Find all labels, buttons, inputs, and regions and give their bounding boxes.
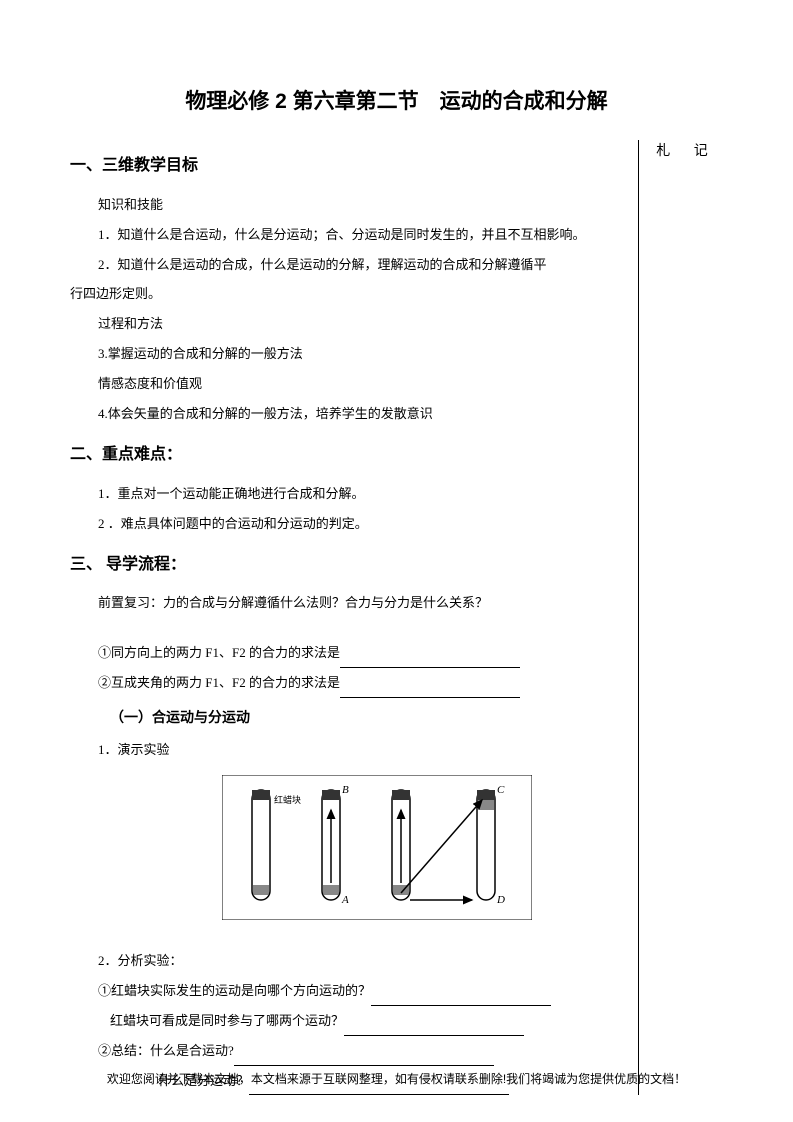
exp1: 1．演示实验 [70,735,623,765]
tube-1: 红蜡块 [252,790,301,900]
analysis2-text: 红蜡块可看成是同时参与了哪两个运动？ [110,1013,344,1028]
analysis3-text: ②总结：什么是合运动? [98,1043,234,1058]
wax-label: 红蜡块 [274,794,301,805]
main-content: 一、三维教学目标 知识和技能 1．知道什么是合运动，什么是分运动；合、分运动是同… [70,140,638,1095]
section-2-heading: 二、重点难点： [70,437,623,474]
s1-item2a: 2．知道什么是运动的合成，什么是运动的分解，理解运动的合成和分解遵循平 [70,250,623,280]
label-d: D [496,894,505,906]
q2: ②互成夹角的两力 F1、F2 的合力的求法是 [70,668,623,698]
notes-sidebar: 札 记 [638,140,723,1095]
page-title: 物理必修 2 第六章第二节 运动的合成和分解 [70,85,723,115]
analysis3: ②总结：什么是合运动? [70,1036,623,1066]
exp2: 2．分析实验： [70,946,623,976]
review-question: 前置复习：力的合成与分解遵循什么法则？合力与分力是什么关系？ [70,588,623,618]
label-c: C [497,784,505,796]
page-footer: 欢迎您阅读并下载本文档，本文档来源于互联网整理，如有侵权请联系删除!我们将竭诚为… [0,1070,793,1087]
blank-line[interactable] [234,1050,494,1066]
sub-heading-2: 过程和方法 [70,309,623,339]
blank-line[interactable] [371,990,551,1006]
tube-diagram-svg: 红蜡块 B A [222,775,532,920]
s1-item2b: 行四边形定则。 [70,279,623,309]
s1-item3: 3.掌握运动的合成和分解的一般方法 [70,339,623,369]
s2-item2: 2 ．难点具体问题中的合运动和分运动的判定。 [70,509,623,539]
section-1-heading: 一、三维教学目标 [70,148,623,185]
analysis2: 红蜡块可看成是同时参与了哪两个运动？ [70,1006,623,1036]
section-3-heading: 三、 导学流程： [70,547,623,584]
s2-item1: 1．重点对一个运动能正确地进行合成和分解。 [70,479,623,509]
q2-text: ②互成夹角的两力 F1、F2 的合力的求法是 [98,675,340,690]
blank-line[interactable] [344,1020,524,1036]
experiment-diagram: 红蜡块 B A [130,775,623,931]
content-wrapper: 一、三维教学目标 知识和技能 1．知道什么是合运动，什么是分运动；合、分运动是同… [70,140,723,1095]
sub-heading-3: 情感态度和价值观 [70,369,623,399]
q1: ①同方向上的两力 F1、F2 的合力的求法是 [70,638,623,668]
q1-text: ①同方向上的两力 F1、F2 的合力的求法是 [98,645,340,660]
s1-item1: 1．知道什么是合运动，什么是分运动；合、分运动是同时发生的，并且不互相影响。 [70,220,623,250]
subsection-heading: （一）合运动与分运动 [70,703,623,735]
sidebar-label: 札 记 [651,140,723,160]
analysis1-text: ①红蜡块实际发生的运动是向哪个方向运动的？ [98,983,371,998]
label-b: B [342,784,349,796]
blank-line[interactable] [340,652,520,668]
tube-3: C D [392,784,505,906]
analysis1: ①红蜡块实际发生的运动是向哪个方向运动的？ [70,976,623,1006]
blank-line[interactable] [340,682,520,698]
tube-2: B A [322,784,349,906]
label-a: A [341,894,349,906]
spacer [70,618,623,638]
s1-item4: 4.体会矢量的合成和分解的一般方法，培养学生的发散意识 [70,399,623,429]
sub-heading-1: 知识和技能 [70,190,623,220]
